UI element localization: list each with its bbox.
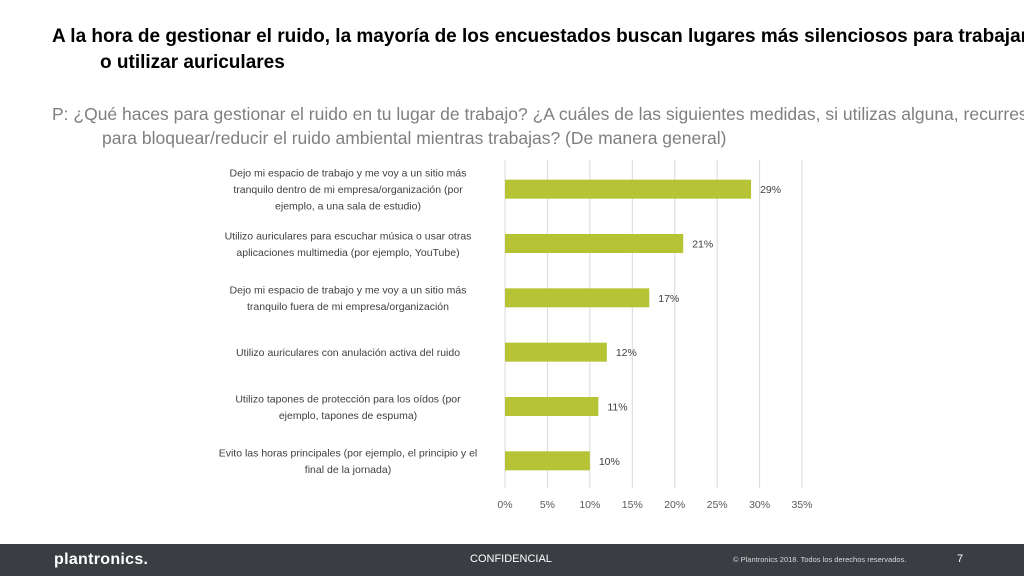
x-tick-label: 15%: [622, 499, 643, 511]
data-label: 17%: [658, 293, 679, 305]
category-label: Utilizo auriculares para escuchar música…: [225, 230, 472, 259]
category-label: Dejo mi espacio de trabajo y me voy a un…: [230, 168, 467, 213]
data-label: 21%: [692, 239, 713, 251]
category-label: Utilizo auriculares con anulación activa…: [236, 347, 460, 359]
confidential-label: CONFIDENCIAL: [470, 553, 552, 565]
x-tick-label: 30%: [749, 499, 770, 511]
data-label: 10%: [599, 456, 620, 468]
survey-question: P: ¿Qué haces para gestionar el ruido en…: [52, 104, 1024, 148]
copyright-text: © Plantronics 2018. Todos los derechos r…: [733, 555, 907, 564]
x-tick-label: 35%: [791, 499, 812, 511]
x-tick-label: 0%: [497, 499, 512, 511]
x-tick-label: 20%: [664, 499, 685, 511]
x-tick-label: 10%: [579, 499, 600, 511]
category-label: Evito las horas principales (por ejemplo…: [219, 448, 478, 477]
bar: [505, 397, 599, 416]
x-tick-label: 25%: [707, 499, 728, 511]
bar: [505, 234, 684, 253]
data-label: 11%: [607, 402, 627, 414]
bar: [505, 288, 650, 308]
bar: [505, 179, 752, 199]
bar: [505, 342, 607, 362]
data-label: 29%: [760, 184, 781, 196]
bar: [505, 451, 590, 471]
x-tick-label: 5%: [540, 499, 555, 511]
category-label: Utilizo tapones de protección para los o…: [235, 393, 461, 422]
plantronics-logo: plantronics.: [54, 551, 149, 568]
bar-chart: 0% 5% 10% 15% 20% 25% 30% 35% 29% Dejo mi espacio…: [219, 160, 813, 511]
category-label: Dejo mi espacio de trabajo y me voy a un…: [230, 285, 467, 314]
footer-bar: plantronics. CONFIDENCIAL © Plantronics …: [0, 544, 1024, 576]
slide-title: A la hora de gestionar el ruido, la mayo…: [52, 26, 1024, 73]
data-label: 12%: [616, 347, 637, 359]
page-number: 7: [957, 553, 964, 565]
